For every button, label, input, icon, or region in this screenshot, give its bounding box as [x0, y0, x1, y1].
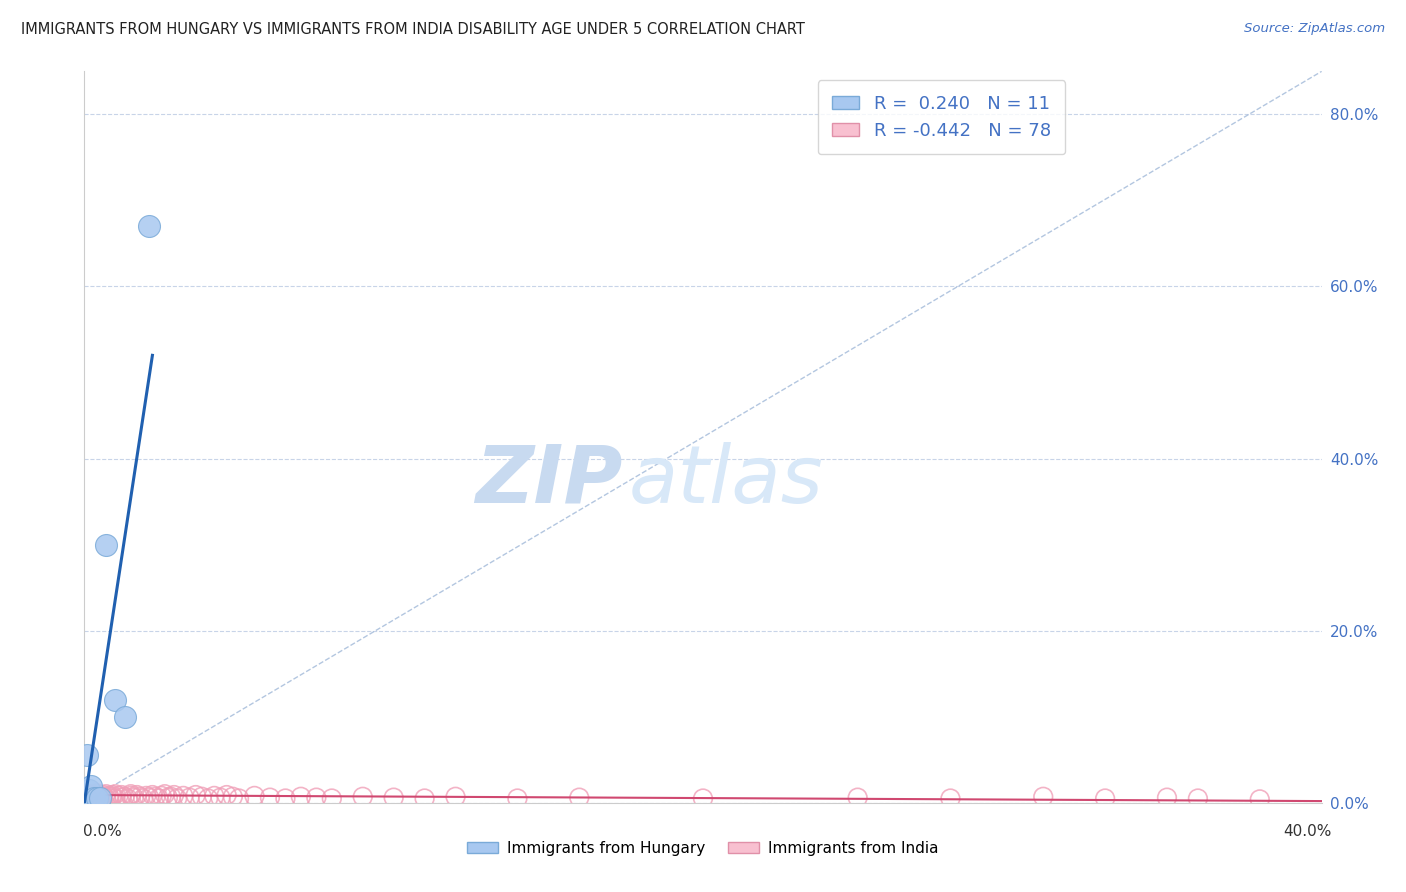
Point — [75, 791, 97, 805]
Point — [101, 789, 124, 804]
Point — [209, 790, 232, 805]
Point — [568, 790, 591, 805]
Point — [290, 789, 312, 804]
Point — [141, 788, 163, 802]
Point — [222, 789, 245, 804]
Point — [191, 789, 214, 804]
Point — [79, 789, 101, 803]
Point — [274, 791, 297, 805]
Point — [79, 779, 101, 793]
Point — [156, 790, 179, 805]
Point — [79, 787, 101, 801]
Point — [89, 790, 111, 805]
Point — [104, 791, 127, 805]
Point — [94, 787, 117, 801]
Point — [86, 789, 108, 804]
Point — [1187, 791, 1209, 805]
Legend: R =  0.240   N = 11, R = -0.442   N = 78: R = 0.240 N = 11, R = -0.442 N = 78 — [818, 80, 1066, 154]
Point — [1094, 791, 1116, 805]
Text: Source: ZipAtlas.com: Source: ZipAtlas.com — [1244, 22, 1385, 36]
Point — [104, 692, 127, 706]
Text: 0.0%: 0.0% — [83, 824, 122, 838]
Point — [83, 788, 105, 802]
Point — [506, 791, 529, 805]
Point — [98, 789, 121, 803]
Point — [77, 791, 100, 805]
Point — [122, 790, 145, 805]
Point — [846, 790, 869, 805]
Point — [76, 790, 98, 805]
Point — [692, 791, 714, 805]
Point — [129, 789, 152, 804]
Point — [184, 788, 207, 802]
Point — [138, 219, 160, 234]
Point — [215, 788, 238, 802]
Point — [202, 789, 225, 803]
Point — [132, 791, 155, 805]
Point — [153, 787, 176, 801]
Point — [413, 791, 436, 805]
Point — [148, 791, 170, 805]
Point — [243, 789, 266, 803]
Point — [86, 786, 108, 800]
Point — [83, 790, 105, 805]
Point — [382, 790, 405, 805]
Point — [77, 788, 100, 802]
Point — [145, 789, 167, 804]
Point — [114, 789, 136, 804]
Point — [179, 790, 201, 805]
Point — [160, 789, 183, 804]
Point — [259, 790, 281, 805]
Point — [77, 783, 100, 797]
Point — [117, 791, 139, 805]
Point — [89, 790, 111, 805]
Point — [75, 792, 97, 806]
Point — [172, 789, 194, 803]
Point — [110, 788, 132, 802]
Point — [305, 790, 328, 805]
Point — [114, 710, 136, 724]
Point — [98, 790, 121, 805]
Point — [86, 790, 108, 805]
Point — [94, 538, 117, 552]
Text: IMMIGRANTS FROM HUNGARY VS IMMIGRANTS FROM INDIA DISABILITY AGE UNDER 5 CORRELAT: IMMIGRANTS FROM HUNGARY VS IMMIGRANTS FR… — [21, 22, 806, 37]
Point — [76, 789, 98, 804]
Point — [138, 790, 160, 805]
Point — [228, 791, 250, 805]
Point — [91, 788, 114, 802]
Legend: Immigrants from Hungary, Immigrants from India: Immigrants from Hungary, Immigrants from… — [461, 835, 945, 862]
Point — [76, 748, 98, 763]
Point — [166, 791, 188, 805]
Point — [89, 789, 111, 803]
Point — [91, 789, 114, 804]
Point — [94, 791, 117, 805]
Point — [1032, 789, 1054, 804]
Point — [101, 788, 124, 802]
Text: 40.0%: 40.0% — [1284, 824, 1331, 838]
Point — [120, 787, 142, 801]
Point — [163, 788, 186, 802]
Point — [120, 789, 142, 803]
Point — [75, 787, 97, 801]
Text: ZIP: ZIP — [475, 442, 623, 520]
Point — [444, 789, 467, 804]
Point — [150, 789, 173, 803]
Text: atlas: atlas — [628, 442, 824, 520]
Point — [125, 788, 148, 802]
Point — [135, 789, 157, 803]
Point — [197, 791, 219, 805]
Point — [321, 791, 343, 805]
Point — [73, 791, 96, 805]
Point — [83, 790, 105, 805]
Point — [107, 789, 129, 803]
Point — [104, 787, 127, 801]
Point — [352, 789, 374, 804]
Point — [1156, 790, 1178, 805]
Point — [110, 790, 132, 805]
Point — [939, 791, 962, 805]
Point — [73, 789, 96, 803]
Point — [1249, 792, 1271, 806]
